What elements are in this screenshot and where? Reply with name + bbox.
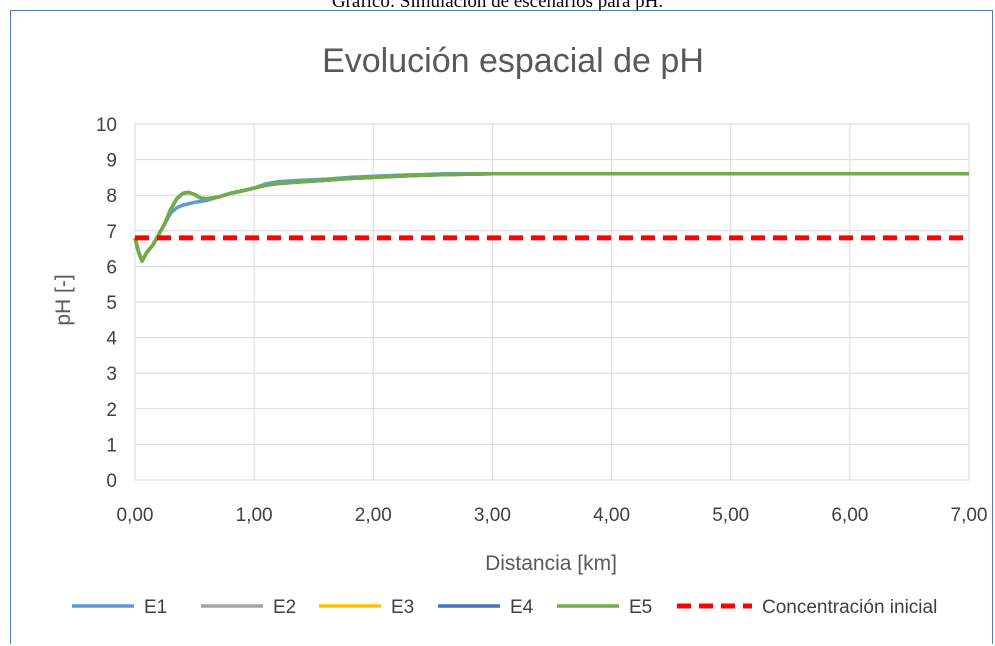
legend-label: E5 bbox=[629, 597, 652, 618]
y-tick-label: 7 bbox=[106, 222, 117, 243]
y-tick-label: 4 bbox=[106, 329, 117, 350]
y-tick-label: 2 bbox=[106, 400, 117, 421]
y-tick-label: 1 bbox=[106, 435, 117, 456]
y-tick-label: 10 bbox=[96, 115, 117, 136]
y-tick-label: 9 bbox=[106, 151, 117, 172]
y-tick-label: 8 bbox=[106, 186, 117, 207]
y-axis-label: pH [-] bbox=[52, 274, 75, 325]
legend-label: E3 bbox=[391, 597, 414, 618]
x-tick-label: 7,00 bbox=[951, 505, 988, 526]
plot-area-border bbox=[134, 123, 970, 481]
chart-frame bbox=[10, 10, 993, 644]
y-tick-label: 6 bbox=[106, 257, 117, 278]
x-tick-label: 5,00 bbox=[712, 505, 749, 526]
x-tick-label: 3,00 bbox=[474, 505, 511, 526]
x-tick-label: 1,00 bbox=[236, 505, 273, 526]
x-tick-label: 4,00 bbox=[593, 505, 630, 526]
grid-lines bbox=[134, 123, 970, 481]
series-lines bbox=[133, 172, 969, 263]
legend-label: E2 bbox=[273, 597, 296, 618]
figure-caption: Gráfico: Simulación de escenarios para p… bbox=[331, 0, 664, 12]
chart-legend: E1 E2 E3 E4 E5 Concentración inicial bbox=[72, 597, 937, 618]
y-tick-label: 5 bbox=[106, 293, 117, 314]
y-tick-label: 0 bbox=[106, 471, 117, 492]
legend-label: E1 bbox=[144, 597, 167, 618]
x-tick-label: 0,00 bbox=[117, 505, 154, 526]
x-axis-ticks: 0,00 1,00 2,00 3,00 4,00 5,00 6,00 7,00 bbox=[117, 505, 988, 526]
series-line-e5 bbox=[133, 172, 969, 263]
x-axis-label: Distancia [km] bbox=[485, 552, 617, 575]
y-axis-ticks: 0 1 2 3 4 5 6 7 8 9 10 bbox=[96, 115, 118, 492]
chart-title: Evolución espacial de pH bbox=[322, 42, 704, 80]
x-tick-label: 6,00 bbox=[831, 505, 868, 526]
y-tick-label: 3 bbox=[106, 364, 117, 385]
legend-label: E4 bbox=[510, 597, 534, 618]
x-tick-label: 2,00 bbox=[355, 505, 392, 526]
legend-label: Concentración inicial bbox=[762, 597, 937, 618]
